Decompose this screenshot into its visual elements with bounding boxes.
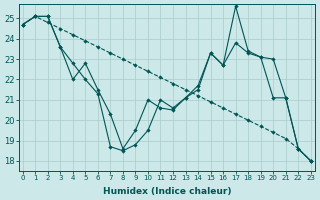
X-axis label: Humidex (Indice chaleur): Humidex (Indice chaleur) (102, 187, 231, 196)
